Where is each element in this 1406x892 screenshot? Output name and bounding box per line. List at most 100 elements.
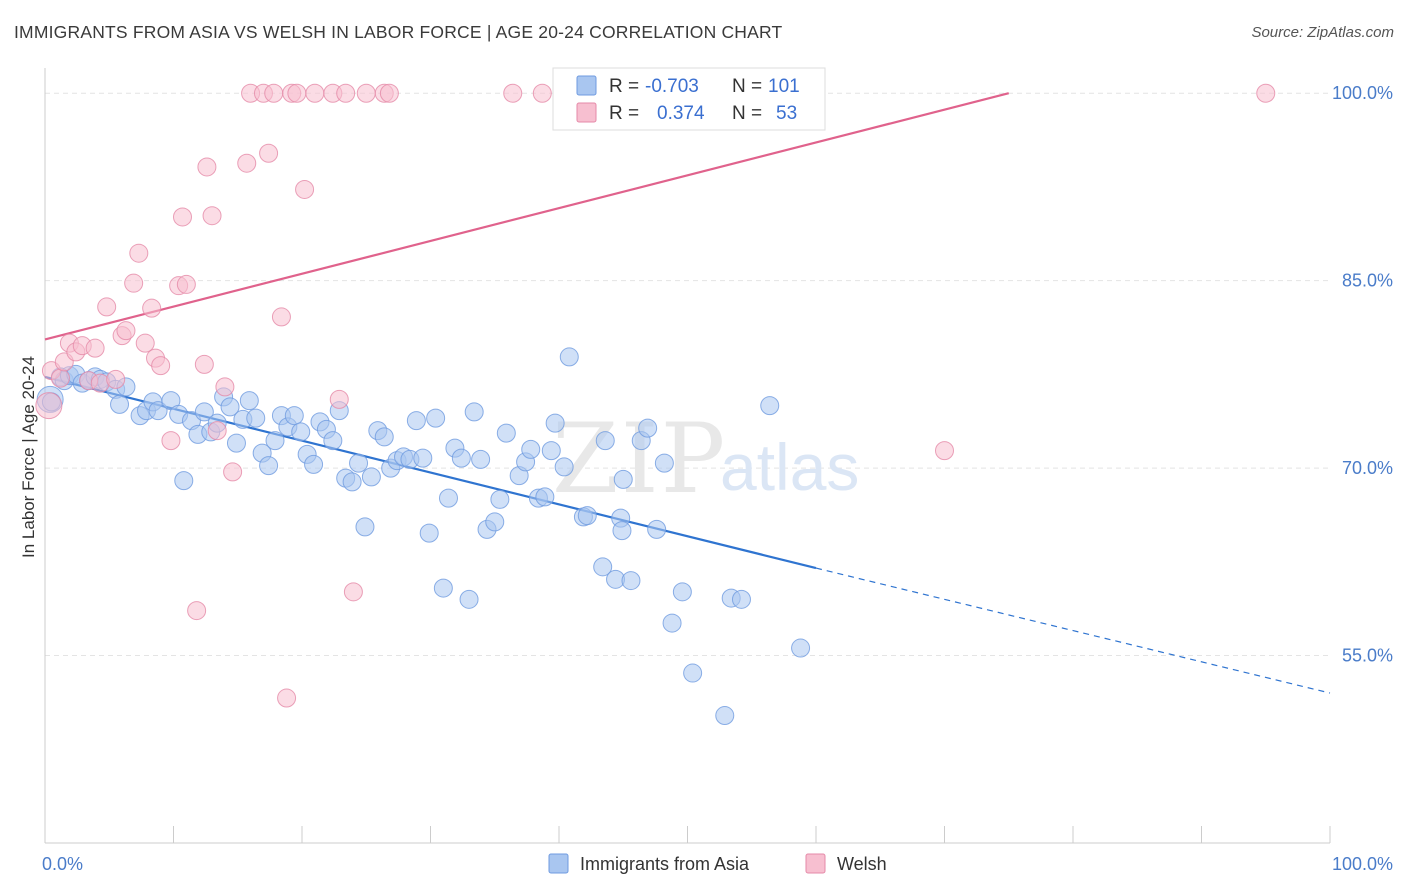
legend-r-value-asia: -0.703: [645, 76, 699, 97]
legend-r-value-welsh: 0.374: [657, 103, 705, 124]
x-tick-label-1: 100.0%: [1332, 854, 1393, 874]
point-asia: [419, 523, 439, 543]
point-asia: [323, 431, 343, 451]
point-asia: [239, 391, 259, 411]
legend-r-label-asia: R =: [609, 76, 639, 97]
point-welsh: [264, 83, 284, 103]
legend-n-value-welsh: 53: [776, 103, 797, 124]
point-asia: [349, 453, 369, 473]
point-welsh: [135, 333, 155, 353]
point-asia: [438, 488, 458, 508]
x-tick-label-0: 0.0%: [42, 854, 83, 874]
x-tick-labels: 0.0% 100.0%: [42, 854, 1393, 874]
legend-n-label-asia: N =: [732, 76, 762, 97]
point-asia: [485, 512, 505, 532]
point-asia: [304, 454, 324, 474]
point-welsh: [161, 431, 181, 451]
point-welsh: [151, 356, 171, 376]
point-asia: [621, 571, 641, 591]
point-asia: [284, 406, 304, 426]
point-welsh: [85, 338, 105, 358]
point-asia: [413, 448, 433, 468]
point-welsh: [172, 207, 192, 227]
data-points: [35, 83, 1276, 726]
point-asia: [490, 489, 510, 509]
point-asia: [715, 706, 735, 726]
trend-line-welsh: [44, 92, 1010, 341]
point-welsh: [194, 354, 214, 374]
point-asia: [459, 589, 479, 609]
point-asia: [246, 408, 266, 428]
point-asia: [464, 402, 484, 422]
point-asia: [406, 411, 426, 431]
y-axis-title: In Labor Force | Age 20-24: [19, 356, 38, 558]
legend-box: [552, 67, 826, 131]
point-asia: [355, 517, 375, 537]
point-welsh: [97, 297, 117, 317]
point-welsh: [336, 83, 356, 103]
point-welsh: [356, 83, 376, 103]
point-asia: [554, 457, 574, 477]
point-welsh: [329, 389, 349, 409]
y-tick-label-3: 100.0%: [1332, 83, 1393, 103]
point-asia: [559, 347, 579, 367]
point-welsh: [305, 83, 325, 103]
point-asia: [148, 401, 168, 421]
point-asia: [541, 441, 561, 461]
point-asia: [471, 449, 491, 469]
point-asia: [451, 448, 471, 468]
point-welsh: [503, 83, 523, 103]
point-asia: [662, 613, 682, 633]
point-asia: [361, 467, 381, 487]
point-welsh: [142, 298, 162, 318]
point-asia: [654, 453, 674, 473]
bottom-legend: Immigrants from Asia Welsh: [548, 853, 887, 874]
point-welsh: [35, 392, 63, 420]
point-welsh: [271, 307, 291, 327]
point-welsh: [343, 582, 363, 602]
point-welsh: [287, 83, 307, 103]
point-asia: [731, 589, 751, 609]
point-asia: [174, 471, 194, 491]
point-asia: [433, 578, 453, 598]
point-asia: [220, 397, 240, 417]
grid-lines: [45, 92, 1330, 657]
y-tick-label-0: 55.0%: [1342, 646, 1393, 666]
watermark: ZIP atlas: [552, 403, 859, 515]
point-asia: [374, 427, 394, 447]
trend-lines: [44, 92, 1331, 694]
point-asia: [226, 433, 246, 453]
point-welsh: [379, 83, 399, 103]
watermark-zip: ZIP: [552, 403, 727, 515]
point-welsh: [116, 321, 136, 341]
point-welsh: [202, 206, 222, 226]
point-asia: [612, 521, 632, 541]
point-welsh: [129, 243, 149, 263]
point-welsh: [50, 368, 70, 388]
legend-n-label-welsh: N =: [732, 103, 762, 124]
point-welsh: [124, 273, 144, 293]
point-asia: [613, 469, 633, 489]
point-asia: [672, 582, 692, 602]
point-welsh: [197, 157, 217, 177]
trend-line-asia-extension: [815, 567, 1331, 694]
axes: [44, 68, 1331, 844]
point-welsh: [223, 462, 243, 482]
point-welsh: [237, 153, 257, 173]
y-tick-label-1: 70.0%: [1342, 458, 1393, 478]
bottom-legend-label-asia: Immigrants from Asia: [580, 854, 750, 874]
legend-n-value-asia: 101: [768, 76, 800, 97]
point-asia: [545, 413, 565, 433]
point-asia: [291, 422, 311, 442]
point-asia: [535, 487, 555, 507]
point-asia: [760, 396, 780, 416]
point-asia: [595, 431, 615, 451]
y-tick-labels: 55.0% 70.0% 85.0% 100.0%: [1332, 83, 1393, 665]
point-asia: [259, 456, 279, 476]
y-tick-label-2: 85.0%: [1342, 271, 1393, 291]
point-welsh: [295, 179, 315, 199]
point-asia: [110, 394, 130, 414]
point-welsh: [176, 274, 196, 294]
bottom-legend-swatch-welsh: [805, 853, 826, 874]
legend-swatch-welsh: [576, 102, 597, 123]
